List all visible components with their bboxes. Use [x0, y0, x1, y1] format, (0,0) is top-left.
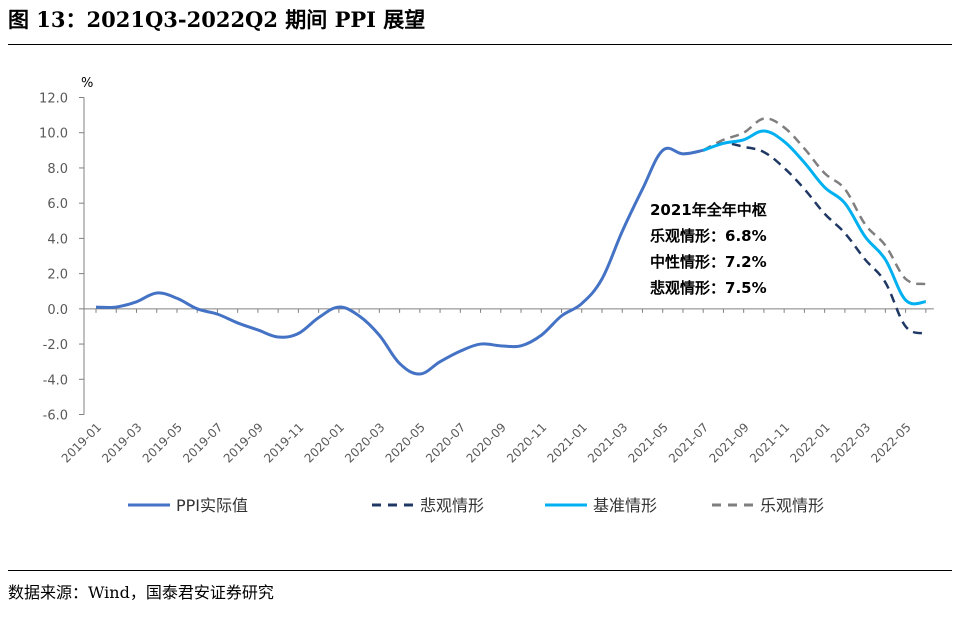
y-tick-label: -4.0 [43, 373, 68, 388]
source-divider [8, 570, 952, 571]
y-tick-label: 10.0 [39, 127, 68, 142]
figure-title: 图 13：2021Q3-2022Q2 期间 PPI 展望 [8, 7, 426, 32]
x-tick-label: 2020-11 [504, 420, 549, 465]
y-axis-unit: % [81, 76, 93, 91]
x-tick-label: 2020-03 [342, 420, 387, 465]
legend-label: 悲观情形 [420, 496, 484, 515]
x-tick-label: 2019-01 [59, 420, 104, 465]
legend: PPI实际值 悲观情形 基准情形 乐观情形 [128, 496, 824, 515]
source-note: 数据来源：Wind，国泰君安证券研究 [8, 583, 274, 602]
x-tick-label: 2022-05 [868, 420, 913, 465]
annotation-line: 悲观情形：7.5% [650, 279, 767, 297]
annotation-line: 中性情形：7.2% [650, 253, 767, 271]
x-tick-label: 2020-01 [302, 420, 347, 465]
x-tick-label: 2021-09 [706, 420, 751, 465]
x-tick-label: 2021-01 [545, 420, 590, 465]
y-tick-label: 6.0 [47, 197, 68, 212]
x-tick-label: 2021-03 [585, 420, 630, 465]
x-axis: 2019-012019-032019-052019-072019-092019-… [59, 308, 934, 466]
series-line-3 [702, 117, 927, 286]
x-tick-label: 2019-03 [99, 420, 144, 465]
x-tick-label: 2022-03 [828, 420, 873, 465]
x-tick-label: 2020-07 [423, 420, 468, 465]
x-tick-label: 2020-05 [383, 420, 428, 465]
ppi-line-chart: 12.0 10.0 8.0 6.0 4.0 2.0 0.0 -2.0 -4.0 -6.0% 201… [39, 76, 934, 515]
x-tick-label: 2019-09 [221, 420, 266, 465]
y-axis: 12.0 10.0 8.0 6.0 4.0 2.0 0.0 -2.0 -4.0 -6.0% [39, 76, 93, 424]
x-tick-label: 2022-01 [787, 420, 832, 465]
legend-label: 基准情形 [593, 496, 657, 515]
y-tick-label: 8.0 [47, 162, 68, 177]
x-tick-label: 2020-09 [464, 420, 509, 465]
series-line-0 [95, 146, 704, 376]
title-divider [8, 44, 952, 45]
series-lines [95, 117, 927, 376]
y-tick-label: -6.0 [43, 409, 68, 424]
annotation-line: 2021年全年中枢 [650, 201, 767, 219]
series-line-2 [702, 129, 926, 306]
legend-label: 乐观情形 [760, 496, 824, 515]
annotation-line: 乐观情形：6.8% [650, 227, 767, 245]
x-tick-label: 2021-07 [666, 420, 711, 465]
y-tick-label: -2.0 [43, 338, 68, 353]
y-tick-label: 4.0 [47, 232, 68, 247]
x-tick-label: 2021-11 [747, 420, 792, 465]
y-tick-label: 0.0 [47, 303, 68, 318]
y-tick-label: 2.0 [47, 268, 68, 283]
series-line-1 [702, 141, 927, 335]
x-tick-label: 2019-11 [261, 420, 306, 465]
x-tick-label: 2019-07 [180, 420, 225, 465]
y-tick-label: 12.0 [39, 92, 68, 107]
x-tick-label: 2019-05 [140, 420, 185, 465]
x-tick-label: 2021-05 [625, 420, 670, 465]
legend-label: PPI实际值 [176, 496, 248, 515]
